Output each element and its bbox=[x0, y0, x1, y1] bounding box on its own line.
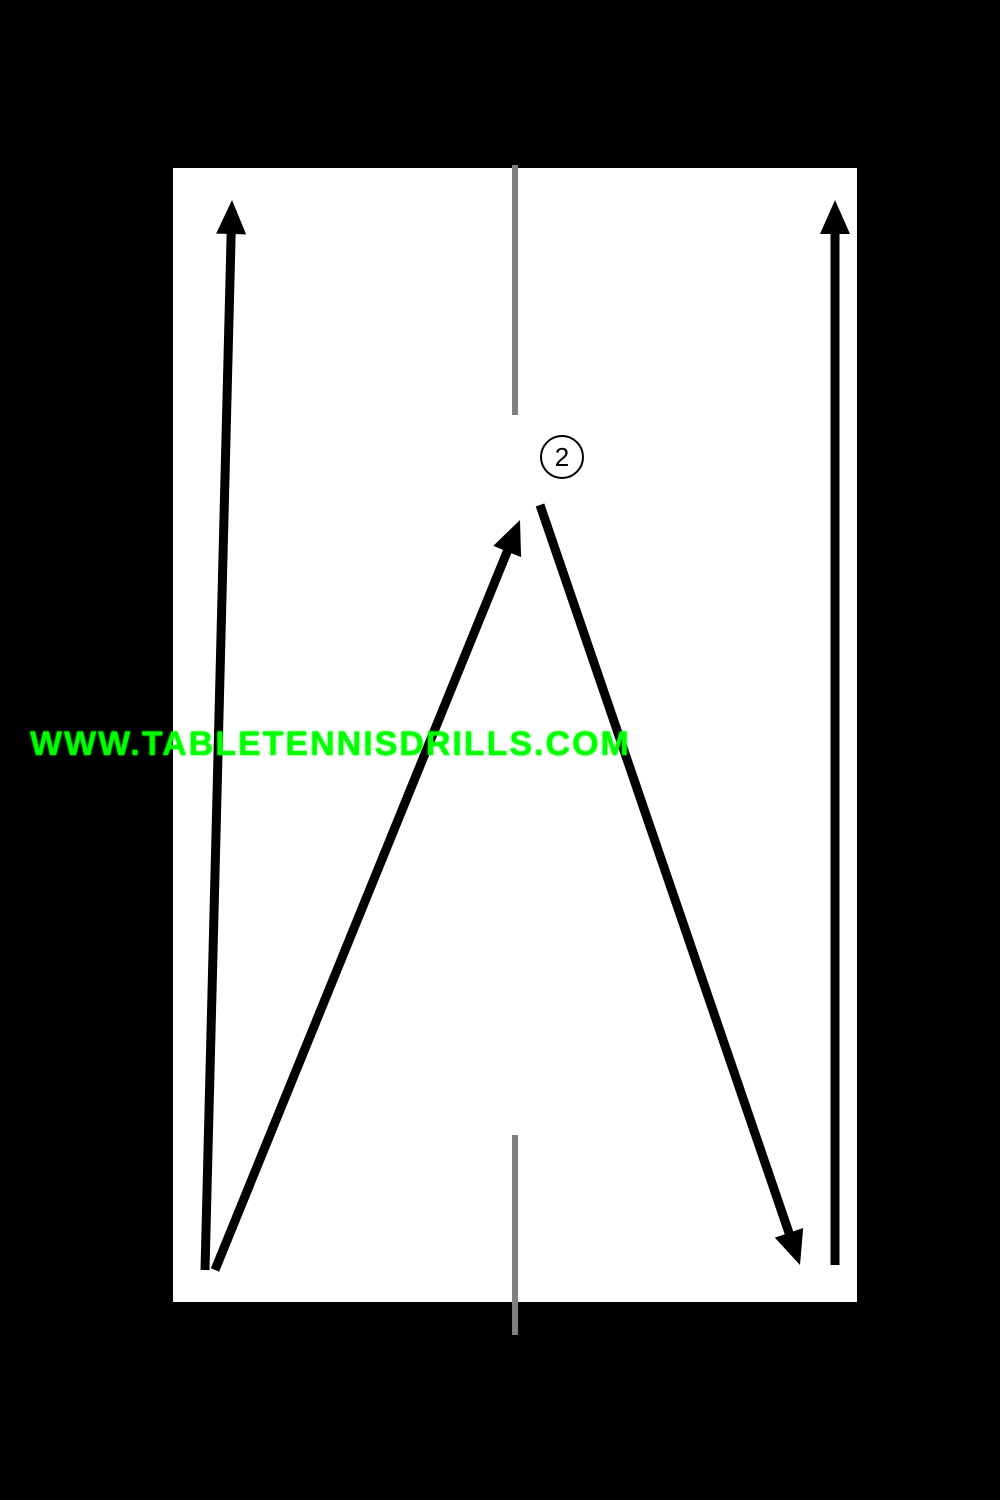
diagram-canvas: 2 WWW.TABLETENNISDRILLS.COM bbox=[0, 0, 1000, 1500]
step-marker-label: 2 bbox=[555, 442, 569, 473]
step-marker: 2 bbox=[540, 435, 584, 479]
center-line-top bbox=[512, 165, 518, 415]
center-line-bottom bbox=[512, 1135, 518, 1335]
watermark-text: WWW.TABLETENNISDRILLS.COM bbox=[30, 725, 631, 764]
